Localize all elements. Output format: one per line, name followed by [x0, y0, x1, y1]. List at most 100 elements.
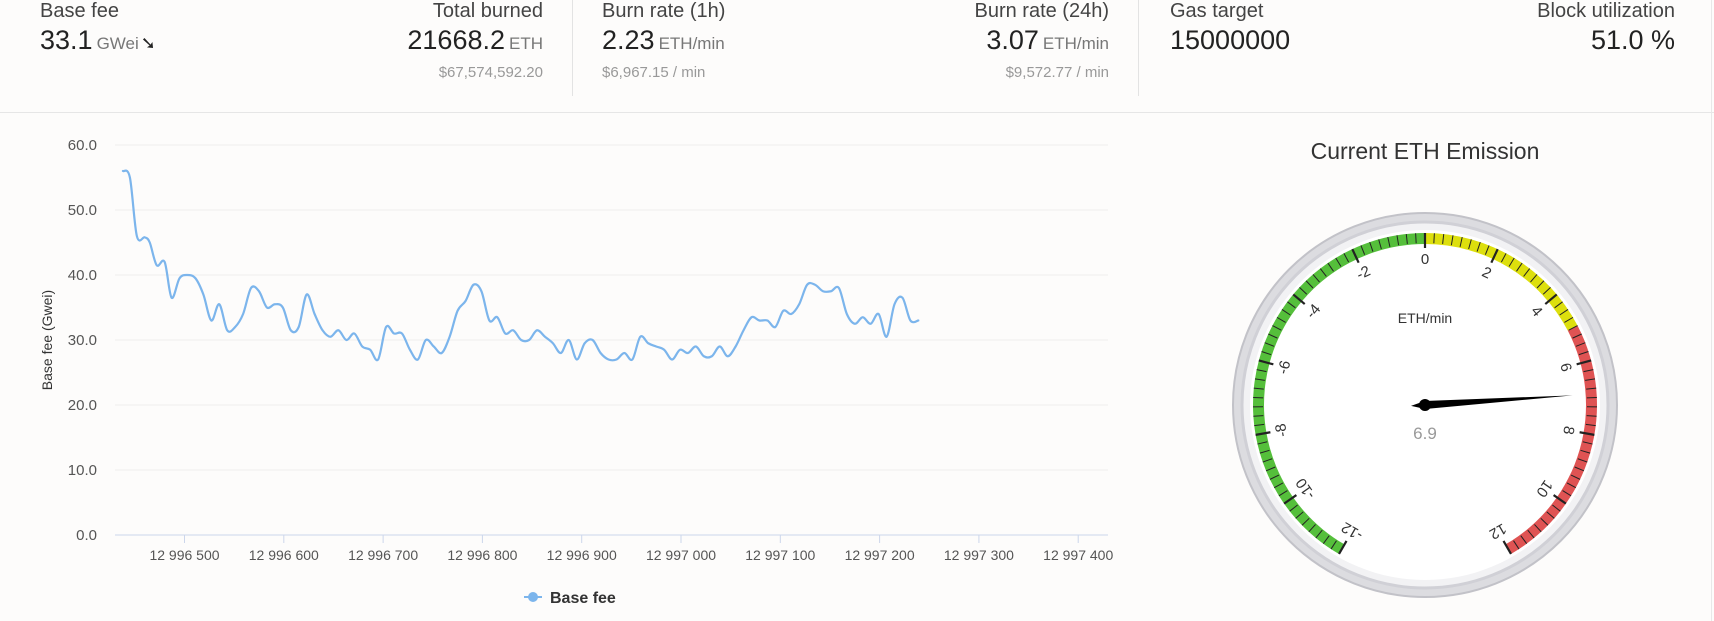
gauge-tick [1261, 351, 1272, 356]
gauge-tick [1578, 351, 1589, 356]
gauge-tick [1580, 449, 1591, 454]
x-tick-label: 12 997 200 [845, 547, 915, 563]
y-axis-label: Base fee (Gwei) [39, 290, 55, 390]
gauge-tick-label: -6 [1274, 359, 1294, 376]
legend-item-base-fee[interactable]: Base fee [550, 590, 616, 607]
gauge-tick [1276, 316, 1286, 323]
burn-rate-24h-unit: ETH/min [1042, 34, 1109, 53]
y-tick-label: 60.0 [68, 137, 97, 154]
gauge-tick [1283, 494, 1298, 505]
burn-rate-1h-usd: $6,967.15 / min [602, 64, 706, 81]
gauge-tick [1559, 309, 1569, 316]
gauge-tick-label: 10 [1532, 477, 1555, 500]
gauge-tick [1254, 378, 1265, 381]
gauge-tick [1459, 236, 1463, 247]
gauge-tick [1585, 378, 1596, 381]
gauge-tick [1450, 235, 1454, 246]
gauge-tick [1508, 257, 1515, 267]
y-tick-label: 50.0 [68, 202, 97, 219]
gauge-tick [1369, 241, 1374, 252]
gauge-tick [1490, 248, 1499, 264]
gauge-tick [1322, 535, 1330, 545]
gauge-tick [1586, 387, 1597, 390]
gauge-tick [1330, 540, 1337, 550]
gauge-tick [1351, 248, 1360, 264]
stat-value: 21668.2 ETH [407, 25, 543, 56]
gauge-tick [1530, 274, 1538, 283]
gauge-tick [1579, 431, 1595, 436]
gauge-tick [1566, 482, 1577, 489]
gauge-tick [1327, 262, 1334, 272]
gauge-tick [1335, 257, 1342, 267]
gauge-tick [1542, 287, 1551, 295]
gauge-tick [1527, 529, 1535, 539]
x-tick-label: 12 997 400 [1043, 547, 1113, 563]
gauge-tick [1278, 490, 1288, 497]
gauge-unit-label: ETH/min [1398, 310, 1452, 326]
gauge-value-label: 6.9 [1413, 424, 1437, 443]
gauge-tick [1500, 253, 1507, 263]
total-burned-usd: $67,574,592.20 [438, 64, 543, 81]
gauge-tick [1268, 333, 1278, 339]
stat-label: Total burned [432, 0, 543, 22]
stat-label: Gas target [1170, 0, 1264, 22]
gauge-tick [1253, 387, 1264, 390]
gauge-tick [1255, 431, 1271, 436]
divider [1138, 0, 1139, 96]
gauge-tick [1433, 233, 1435, 244]
burn-rate-24h-usd: $9,572.77 / min [1005, 64, 1109, 81]
gas-target-value: 15000000 [1170, 25, 1291, 55]
gauge-tick [1442, 233, 1445, 245]
gauge-tick [1516, 262, 1523, 272]
gauge-ticks [1253, 233, 1597, 555]
gauge-tick [1308, 524, 1316, 533]
gauge-tick [1585, 423, 1596, 427]
y-tick-label: 0.0 [76, 527, 97, 544]
stat-burn-rate-1h: Burn rate (1h) 2.23 ETH/min $6,967.15 / m… [602, 0, 725, 81]
gauge-tick [1292, 293, 1306, 305]
burn-rate-1h-unit: ETH/min [658, 34, 725, 53]
x-axis-ticks: 12 996 500 12 996 600 12 996 700 12 996 800… [149, 535, 1113, 563]
gauge-tick [1378, 239, 1382, 250]
gauge-tick [1484, 245, 1490, 255]
gauge-tick [1575, 342, 1586, 347]
stats-bar: Base fee 33.1 GWei ➘ Total burned 21668.2 E… [0, 0, 1714, 113]
gauge-tick [1259, 449, 1270, 454]
gauge-tick [1564, 316, 1574, 323]
gauge-tick [1315, 529, 1323, 539]
base-fee-unit: GWei [96, 34, 139, 53]
x-tick-label: 12 997 300 [944, 547, 1014, 563]
y-axis-ticks: 0.0 10.0 20.0 30.0 40.0 50.0 60.0 [68, 137, 97, 544]
gauge-tick [1256, 369, 1267, 373]
gauge-title: Current ETH Emission [1310, 138, 1540, 164]
gauge-tick [1301, 517, 1310, 526]
gauge-tick [1273, 482, 1284, 489]
gauge-tick [1520, 535, 1528, 545]
gauge-tick [1257, 441, 1268, 445]
stat-value: 3.07 ETH/min [974, 25, 1109, 56]
gauge-tick [1264, 342, 1275, 347]
gauge-needle-pivot [1419, 399, 1431, 411]
x-tick-label: 12 996 600 [249, 547, 319, 563]
legend-symbol-dot [528, 592, 538, 602]
burn-rate-1h-value: 2.23 [602, 25, 655, 55]
gauge-tick [1574, 466, 1585, 472]
gauge-tick [1299, 287, 1308, 295]
gauge-tick [1568, 325, 1578, 331]
legend[interactable]: Base fee [524, 590, 616, 607]
stat-gas-target: Gas target 15000000 [1170, 0, 1290, 56]
gauge-tick [1554, 301, 1563, 309]
divider [572, 0, 573, 96]
stat-block-utilization: Block utilization 51.0 % [1537, 0, 1675, 56]
gauge-tick [1254, 423, 1265, 427]
gauge-band [1505, 325, 1597, 554]
gauge-tick-label: -8 [1272, 422, 1291, 438]
base-fee-chart: 0.010.020.030.040.050.060.0 12 996 500 12… [39, 137, 1113, 607]
gauge-tick [1476, 241, 1481, 252]
stat-label: Block utilization [1537, 0, 1675, 22]
arrow-down-right-icon: ➘ [140, 33, 156, 53]
right-edge-divider [1711, 0, 1712, 621]
stat-value: 2.23 ETH/min [602, 25, 725, 56]
gauge-tick [1572, 333, 1582, 339]
